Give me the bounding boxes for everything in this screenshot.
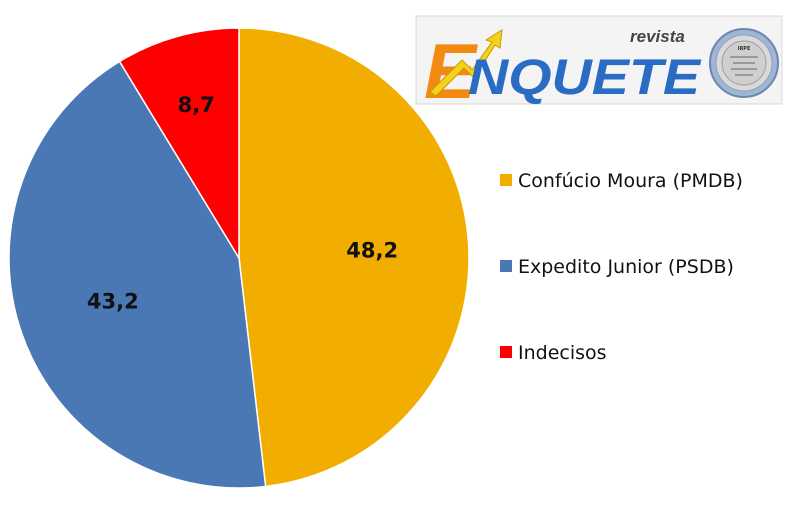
arrow-icon [429,29,503,97]
pie-slice-2 [8,60,267,489]
legend-label-2: Expedito Junior (PSDB) [518,256,734,278]
legend-swatch-3 [500,346,512,358]
pie-value-label-3: 8,7 [178,93,215,117]
pie-chart [8,27,470,489]
svg-text:IRPE: IRPE [738,46,751,52]
legend-label-3: Indecisos [518,342,607,364]
legend: Confúcio Moura (PMDB) Expedito Junior (PS… [500,170,743,364]
enquete-logo: E NQUETE revista IRPE [415,15,783,115]
pie-value-labels: 48,2 43,2 8,7 [87,93,398,313]
pie-slice-3 [118,27,240,261]
logo-brand-word: NQUETE [468,49,702,105]
legend-swatch-1 [500,174,512,186]
seal-badge-icon: IRPE [709,28,779,98]
logo-brand-prefix: revista [630,27,685,46]
legend-item-1: Confúcio Moura (PMDB) [500,170,743,192]
pie-value-label-1: 48,2 [346,238,398,262]
legend-item-3: Indecisos [500,342,607,364]
pie-value-label-2: 43,2 [87,289,139,313]
legend-swatch-2 [500,260,512,272]
legend-item-2: Expedito Junior (PSDB) [500,256,734,278]
pie-slice-1 [238,27,470,488]
legend-label-1: Confúcio Moura (PMDB) [518,170,743,192]
